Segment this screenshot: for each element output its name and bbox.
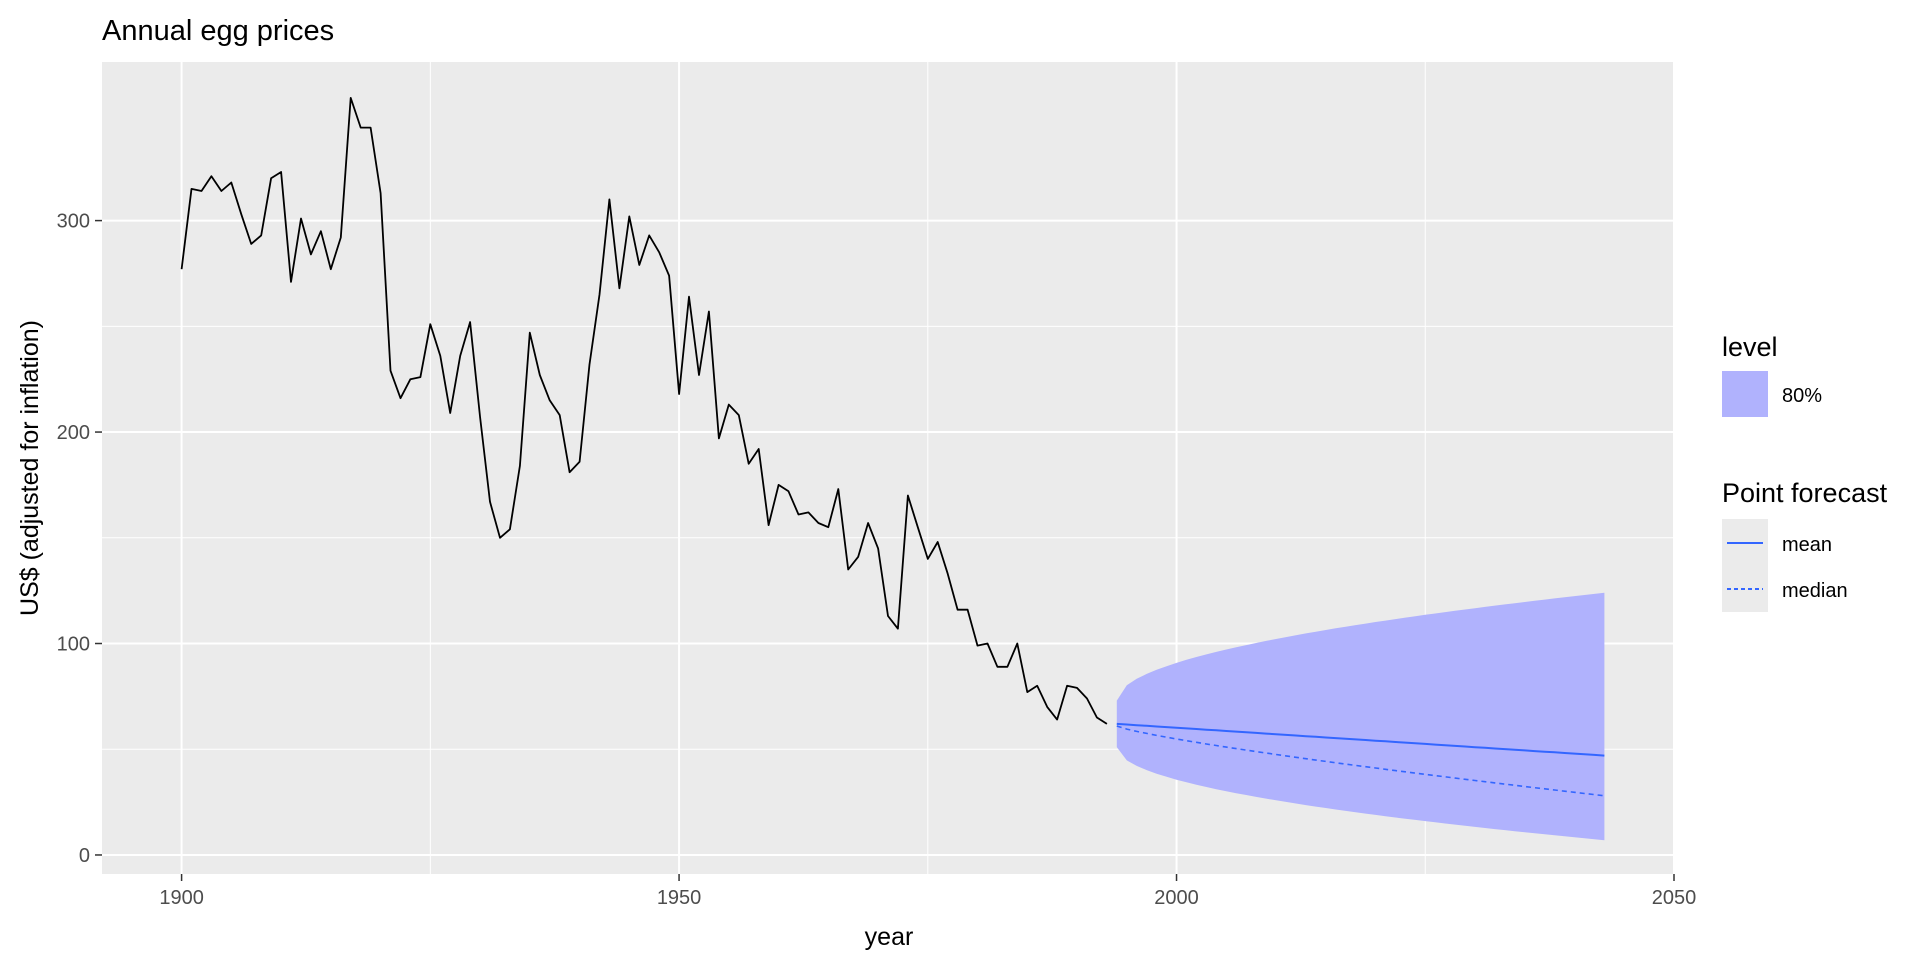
y-tick-label: 100	[57, 634, 90, 656]
x-tick-label: 2050	[1652, 887, 1697, 909]
x-tick-label: 1900	[159, 887, 204, 909]
median-forecast-line	[1116, 725, 1605, 797]
y-tick-label: 0	[79, 845, 90, 867]
x-tick-label: 2000	[1154, 887, 1199, 909]
mean-forecast-line	[1116, 722, 1605, 757]
legend-point-key-background	[1722, 519, 1768, 612]
x-axis-title: year	[865, 923, 914, 951]
legend-80-percent-label: 80%	[1782, 385, 1822, 407]
x-axis: 1900 1950 2000 2050	[159, 874, 1696, 909]
minor-gridlines	[102, 62, 1674, 874]
legend-level-title: level	[1722, 332, 1778, 362]
y-tick-label: 300	[57, 211, 90, 233]
y-axis: 0 100 200 300	[57, 211, 102, 867]
legend-80-percent-swatch	[1722, 371, 1768, 417]
legend-point-forecast-title: Point forecast	[1722, 478, 1888, 508]
legend-median-label: median	[1782, 580, 1848, 602]
legend-mean-label: mean	[1782, 534, 1832, 556]
history-layer	[180, 97, 1108, 725]
y-tick-label: 200	[57, 422, 90, 444]
y-axis-title: US$ (adjusted for inflation)	[16, 320, 44, 616]
interval-80-band	[1116, 592, 1605, 841]
chart-title: Annual egg prices	[102, 15, 334, 47]
prediction-interval-layer	[1116, 592, 1605, 841]
legend: level 80% Point forecast mean median	[1722, 332, 1888, 612]
forecast-layer	[1116, 722, 1605, 797]
x-tick-label: 1950	[657, 887, 702, 909]
history-series-line	[180, 97, 1108, 725]
